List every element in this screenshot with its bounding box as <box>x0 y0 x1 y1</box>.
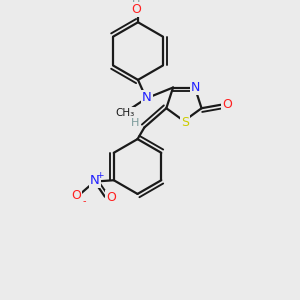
Text: O: O <box>131 3 141 16</box>
Text: N: N <box>191 81 200 94</box>
Text: S: S <box>181 116 189 129</box>
Text: CH₃: CH₃ <box>115 108 135 118</box>
Text: O: O <box>106 191 116 204</box>
Text: -: - <box>82 196 86 206</box>
Text: N: N <box>142 91 152 104</box>
Text: O: O <box>222 98 232 111</box>
Text: +: + <box>96 171 103 180</box>
Text: H: H <box>132 0 140 10</box>
Text: O: O <box>71 190 81 202</box>
Text: H: H <box>130 118 139 128</box>
Text: N: N <box>90 174 100 188</box>
